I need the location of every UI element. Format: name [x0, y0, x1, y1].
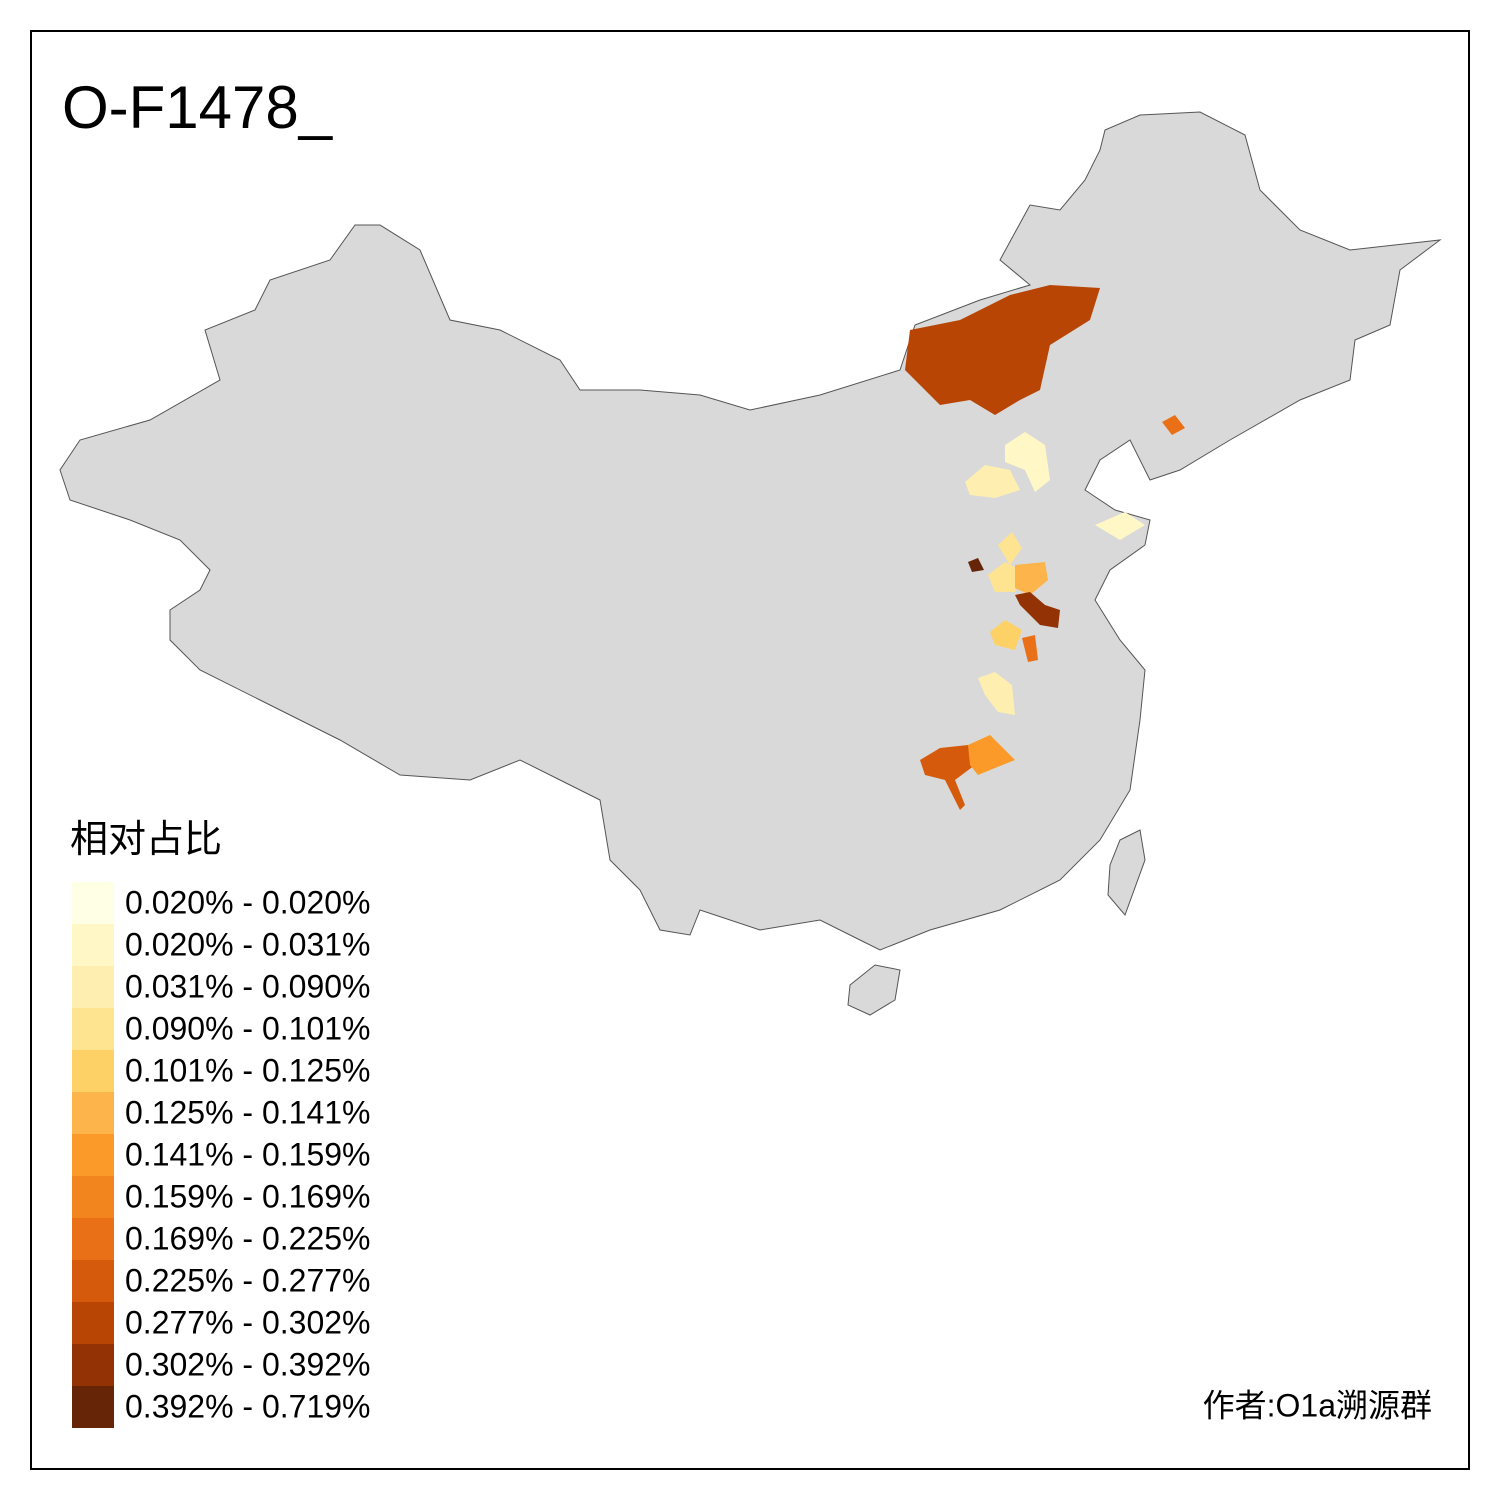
region — [968, 735, 1015, 775]
legend-swatch — [72, 1218, 114, 1260]
country-outline — [59, 111, 1442, 951]
legend-label: 0.020% - 0.020% — [125, 884, 371, 920]
region — [1162, 415, 1185, 435]
map-title: O-F1478_ — [62, 74, 334, 141]
regions — [905, 285, 1185, 810]
region — [998, 532, 1022, 565]
region — [920, 745, 975, 810]
legend-label: 0.225% - 0.277% — [125, 1262, 371, 1298]
legend: 0.020% - 0.020% 0.020% - 0.031% 0.031% - 0… — [72, 882, 371, 1428]
legend-swatch — [72, 1344, 114, 1386]
legend-swatch — [72, 966, 114, 1008]
region — [968, 558, 984, 572]
region — [1015, 592, 1060, 628]
legend-swatch — [72, 1302, 114, 1344]
legend-swatch — [72, 924, 114, 966]
legend-label: 0.090% - 0.101% — [125, 1010, 371, 1046]
legend-label: 0.159% - 0.169% — [125, 1178, 371, 1214]
legend-label: 0.020% - 0.031% — [125, 926, 371, 962]
legend-label: 0.169% - 0.225% — [125, 1220, 371, 1256]
region — [1015, 562, 1048, 595]
region — [1095, 512, 1145, 540]
legend-title: 相对占比 — [70, 819, 222, 861]
legend-label: 0.125% - 0.141% — [125, 1094, 371, 1130]
legend-label: 0.101% - 0.125% — [125, 1052, 371, 1088]
region — [978, 672, 1015, 715]
island — [847, 964, 901, 1016]
legend-swatch — [72, 882, 114, 924]
region — [905, 285, 1100, 415]
legend-swatch — [72, 1050, 114, 1092]
region — [1022, 635, 1038, 662]
legend-swatch — [72, 1092, 114, 1134]
region — [990, 620, 1022, 650]
legend-swatch — [72, 1260, 114, 1302]
legend-label: 0.141% - 0.159% — [125, 1136, 371, 1172]
legend-swatch — [72, 1386, 114, 1428]
legend-label: 0.392% - 0.719% — [125, 1388, 371, 1424]
region — [965, 465, 1020, 498]
region — [1005, 432, 1050, 492]
region — [988, 562, 1020, 592]
author-credit: 作者:O1a溯源群 — [1203, 1387, 1432, 1423]
island — [1107, 829, 1146, 916]
legend-swatch — [72, 1134, 114, 1176]
legend-label: 0.302% - 0.392% — [125, 1346, 371, 1382]
legend-label: 0.277% - 0.302% — [125, 1304, 371, 1340]
legend-swatch — [72, 1008, 114, 1050]
legend-label: 0.031% - 0.090% — [125, 968, 371, 1004]
legend-swatch — [72, 1176, 114, 1218]
